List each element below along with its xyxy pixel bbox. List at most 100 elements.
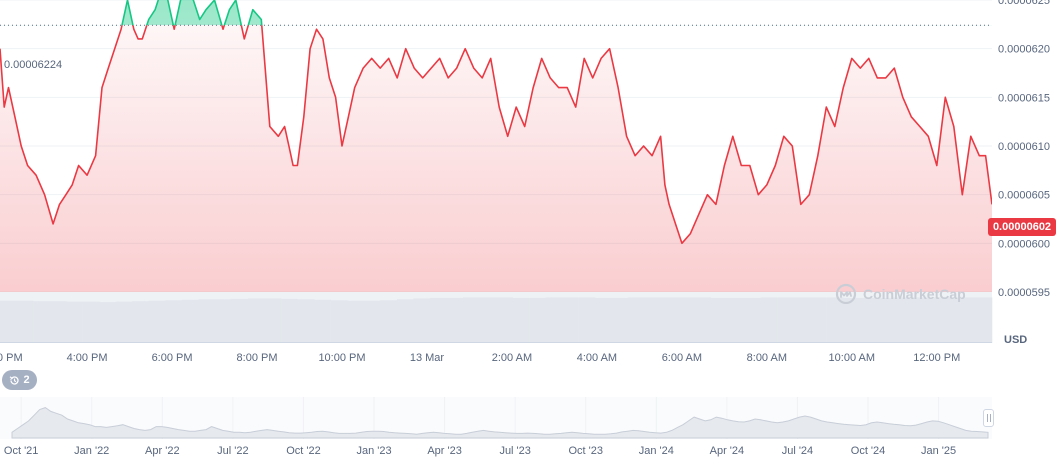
navigator-tick-label: Oct '21	[4, 445, 39, 457]
y-tick-label: 0.0000615	[998, 92, 1050, 104]
navigator-x-axis: Oct '21 Jan '22 Apr '22 Jul '22 Oct '22 Jan '…	[4, 445, 956, 457]
volume-bar	[281, 298, 298, 343]
volume-bar	[611, 297, 629, 343]
volume-bar	[975, 297, 993, 343]
history-count: 2	[23, 374, 30, 386]
price-line-down	[0, 25, 992, 245]
volume-bar	[876, 297, 894, 343]
y-axis: 0.0000625 0.0000620 0.0000615 0.0000610 0.00…	[998, 0, 1050, 299]
x-tick-label: 8:00 PM	[237, 352, 278, 364]
volume-bar	[462, 297, 480, 343]
navigator-tick-label: Jul '24	[782, 445, 813, 457]
x-tick-label: 2:00 PM	[0, 352, 23, 364]
volume-bar	[396, 299, 414, 343]
volume-bar	[297, 299, 315, 343]
volume-bar	[214, 299, 232, 343]
history-button[interactable]: 2	[2, 370, 37, 390]
y-tick-label: 0.0000595	[998, 287, 1050, 299]
x-tick-label: 4:00 PM	[67, 352, 108, 364]
navigator-tick-label: Oct '23	[568, 445, 603, 457]
volume-bar	[661, 297, 679, 343]
volume-bar	[264, 298, 282, 343]
volume-bar	[694, 297, 712, 343]
x-tick-label: 12:00 PM	[913, 352, 960, 364]
navigator-tick-label: Oct '22	[286, 445, 321, 457]
navigator-tick-label: Jul '23	[499, 445, 530, 457]
volume-bar	[429, 297, 447, 343]
volume-bar	[49, 301, 67, 343]
reference-price-label: 0.00006224	[4, 59, 63, 71]
volume-bar	[198, 299, 216, 343]
volume-bar	[810, 297, 827, 343]
volume-bar	[181, 299, 199, 343]
volume-bar	[529, 297, 546, 343]
volume-bar	[545, 297, 563, 343]
volume-bar	[248, 298, 265, 343]
volume-bar	[132, 301, 150, 343]
x-axis: 2:00 PM 4:00 PM 6:00 PM 8:00 PM 10:00 PM 13 M…	[0, 352, 960, 364]
y-tick-label: 0.0000605	[998, 190, 1050, 202]
volume-bar	[99, 302, 117, 343]
volume-bar	[744, 297, 761, 343]
x-tick-label: 10:00 AM	[829, 352, 875, 364]
volume-bar	[347, 300, 365, 343]
volume-bar	[165, 300, 183, 343]
navigator-tick-label: Apr '22	[145, 445, 180, 457]
volume-bar	[578, 297, 596, 343]
x-tick-label: 2:00 AM	[492, 352, 532, 364]
x-tick-label: 10:00 PM	[318, 352, 365, 364]
watermark-text: CoinMarketCap	[863, 286, 966, 302]
volume-bar	[363, 300, 381, 343]
volume-bar	[82, 301, 100, 343]
volume-bars	[0, 297, 993, 343]
volume-bar	[115, 301, 133, 343]
volume-bar	[66, 301, 83, 343]
volume-bar	[330, 300, 348, 343]
volume-bar	[314, 299, 331, 343]
volume-bar	[413, 298, 431, 343]
navigator-tick-label: Jan '22	[74, 445, 109, 457]
y-tick-label: 0.0000620	[998, 44, 1050, 56]
volume-bar	[942, 297, 960, 343]
volume-bar	[16, 300, 34, 343]
x-tick-label: 13 Mar	[410, 352, 445, 364]
area-fills	[0, 0, 992, 292]
volume-bar	[628, 297, 646, 343]
navigator-tick-label: Jan '24	[639, 445, 674, 457]
volume-bar	[380, 300, 398, 343]
navigator-tick-label: Apr '23	[427, 445, 462, 457]
volume-bar	[148, 300, 166, 343]
x-tick-label: 8:00 AM	[747, 352, 787, 364]
y-tick-label: 0.0000625	[998, 0, 1050, 7]
navigator-tick-label: Jan '23	[356, 445, 391, 457]
volume-bar	[710, 297, 728, 343]
volume-bar	[859, 297, 877, 343]
volume-bar	[760, 297, 778, 343]
volume-bar	[562, 297, 579, 343]
volume-bar	[479, 297, 497, 343]
volume-bar	[727, 297, 745, 343]
navigator-tick-label: Apr '24	[710, 445, 745, 457]
volume-bar	[446, 297, 464, 343]
x-tick-label: 6:00 PM	[152, 352, 193, 364]
volume-bar	[909, 297, 927, 343]
volume-bar	[496, 297, 513, 343]
volume-bar	[793, 297, 811, 343]
volume-bar	[777, 297, 794, 343]
volume-bar	[0, 300, 17, 343]
navigator-range-handle[interactable]	[983, 409, 994, 427]
coinmarketcap-logo-icon	[835, 283, 857, 305]
volume-bar	[958, 297, 976, 343]
currency-label: USD	[1004, 334, 1028, 346]
volume-bar	[677, 297, 695, 343]
volume-bar	[512, 297, 530, 343]
navigator-area	[11, 407, 989, 439]
volume-bar	[925, 297, 943, 343]
volume-bar	[892, 297, 910, 343]
volume-bar	[231, 298, 249, 343]
navigator-tick-label: Jan '25	[921, 445, 956, 457]
navigator-tick-label: Jul '22	[217, 445, 248, 457]
x-tick-label: 6:00 AM	[662, 352, 702, 364]
price-lines	[0, 0, 992, 245]
